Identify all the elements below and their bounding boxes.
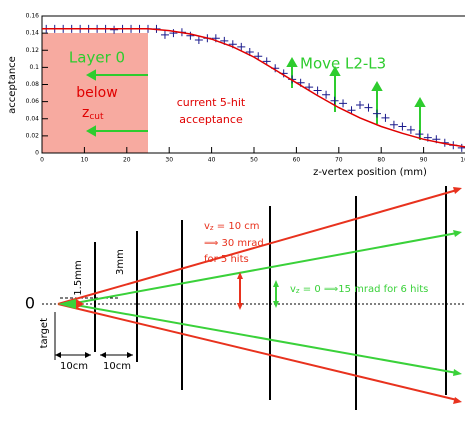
data-point: [398, 122, 407, 131]
note: z: [210, 224, 214, 232]
note: v: [204, 221, 210, 232]
annotation: Layer 0: [69, 49, 125, 67]
annotation: zcut: [82, 105, 104, 122]
data-point: [169, 29, 178, 38]
layers: [94, 186, 447, 410]
dimension: 1.5mm: [73, 260, 84, 295]
note: = 10 cm: [214, 221, 260, 232]
annotation: cut: [89, 112, 104, 122]
y-tick-label: 0.1: [29, 64, 39, 71]
x-tick-label: 60: [293, 157, 301, 164]
y-tick-label: 0.12: [26, 47, 40, 54]
note: vz = 0 ⟹15 mrad for 6 hits: [290, 284, 428, 295]
data-point: [110, 25, 119, 34]
data-point: [186, 31, 195, 40]
data-point: [356, 101, 364, 110]
y-tick-label: 0.16: [26, 13, 40, 20]
note: = 0 ⟹15 mrad for 6 hits: [300, 284, 429, 295]
data-point: [237, 42, 246, 51]
note: v: [290, 284, 296, 295]
data-point: [330, 96, 339, 105]
x-tick-label: 80: [377, 157, 385, 164]
annotation: Move L2-L3: [300, 55, 386, 73]
annotation: current 5-hit: [177, 96, 246, 109]
annotation: acceptance: [179, 113, 243, 126]
diagram: 0 target 1.5mm 3mm 10cm 10cm vz = 10 cm …: [25, 186, 465, 410]
data-point: [415, 130, 424, 139]
data-point: [347, 106, 356, 115]
data-point: [389, 120, 398, 129]
tracks: [54, 187, 462, 404]
x-axis-label: z-vertex position (mm): [313, 167, 427, 178]
x-tick-label: 20: [123, 157, 131, 164]
y-axis-label: acceptance: [7, 56, 18, 114]
data-point: [364, 103, 373, 112]
annotation: below: [76, 85, 117, 101]
x-tick-label: 50: [250, 157, 258, 164]
data-point: [372, 109, 381, 118]
x-tick-label: 100: [460, 157, 465, 164]
y-tick-label: 0.14: [26, 30, 40, 37]
data-point: [194, 35, 203, 44]
y-tick-label: 0.04: [26, 115, 40, 122]
y-tick-label: 0.06: [26, 98, 40, 105]
data-point: [381, 113, 390, 122]
note: z: [296, 287, 300, 295]
x-tick-label: 90: [420, 157, 428, 164]
data-point: [339, 99, 348, 108]
x-tick-label: 30: [165, 157, 173, 164]
note: for 5 hits: [204, 254, 249, 265]
x-tick-label: 0: [40, 157, 44, 164]
data-point: [406, 125, 415, 134]
y-tick-label: 0.02: [26, 132, 40, 139]
chart: acceptance z-vertex position (mm) Layer …: [7, 13, 465, 178]
data-point: [322, 90, 331, 99]
dimension: 10cm: [103, 361, 131, 372]
y-tick-label: 0: [35, 150, 39, 157]
fit-curve: [42, 28, 465, 148]
dimension: 10cm: [60, 361, 88, 372]
x-tick-label: 10: [81, 157, 89, 164]
data-point: [457, 143, 465, 152]
y-tick-label: 0.08: [26, 81, 40, 88]
x-tick-label: 70: [335, 157, 343, 164]
data-point: [313, 86, 322, 95]
origin-label: 0: [25, 294, 35, 313]
note: vz = 10 cm: [204, 221, 260, 232]
target-label: target: [39, 318, 50, 348]
note: ⟹ 30 mrad: [204, 238, 264, 249]
data-point: [160, 30, 169, 39]
x-tick-label: 40: [208, 157, 216, 164]
dimension: 3mm: [115, 249, 126, 275]
annotation: z: [82, 105, 89, 121]
